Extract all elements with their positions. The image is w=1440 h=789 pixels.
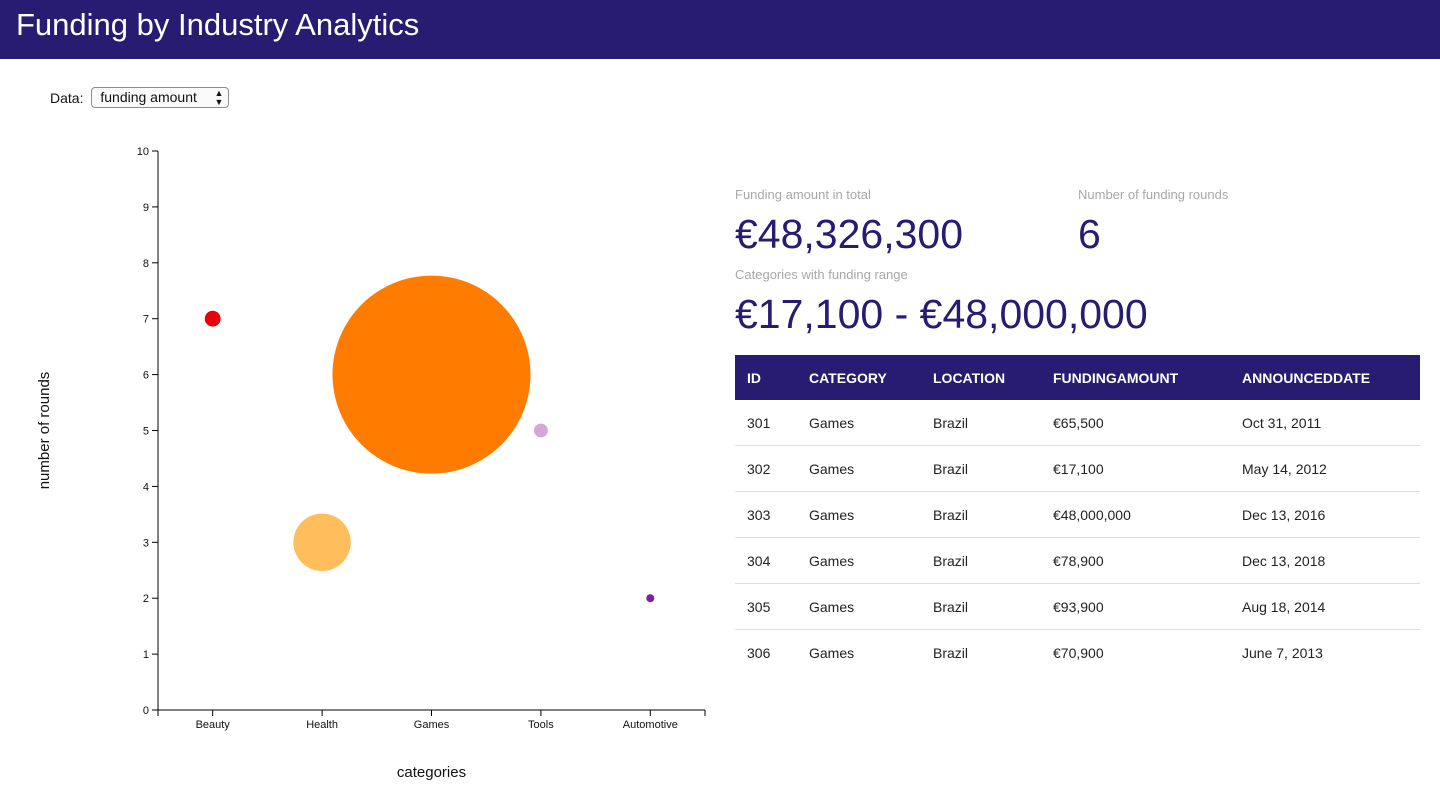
cell-id: 305 [735,583,797,630]
cell-location: Brazil [921,445,1041,492]
data-select-label: Data: [50,89,84,106]
cell-id: 301 [735,400,797,446]
column-header[interactable]: ID [735,355,797,400]
cell-funding-amount: €70,900 [1053,644,1104,661]
cell-id: 306 [747,644,771,661]
y-tick-label: 4 [143,481,149,493]
y-tick-label: 2 [143,593,149,605]
table-row: 304 Games Brazil €78,900 Dec 13, 2018 [735,537,1420,584]
bubble-point [646,594,655,603]
funding-rounds-value: 6 [1078,211,1101,257]
x-tick-label: Games [414,719,450,731]
page-title: Funding by Industry Analytics [16,7,420,42]
cell-announced-date: June 7, 2013 [1242,644,1323,661]
column-header[interactable]: CATEGORY [797,355,921,400]
table-row: 303 Games Brazil €48,000,000 Dec 13, 201… [735,491,1420,538]
bubble-point [293,513,351,572]
table-row: 301 Games Brazil €65,500 Oct 31, 2011 [735,400,1420,446]
cell-announced-date: Oct 31, 2011 [1230,400,1420,446]
bubble-point [533,423,548,438]
y-tick-label: 10 [137,146,149,158]
select-arrows-icon: ▲ ▼ [214,87,224,107]
bubble-point [332,275,531,474]
table-row: 306 Games Brazil €70,900 June 7, 2013 [735,630,1420,676]
cell-category: Games [809,644,855,661]
cell-id: 303 [735,491,797,538]
cell-announced-date: May 14, 2012 [1230,445,1420,492]
cell-id: 304 [735,537,797,584]
y-tick-label: 5 [143,426,149,438]
cell-category: Games [797,400,921,446]
y-tick-label: 0 [143,705,149,717]
cell-location: Brazil [921,491,1041,538]
x-tick-label: Health [306,719,338,731]
cell-location: Brazil [921,583,1041,630]
app-header: Funding by Industry Analytics [0,0,1440,59]
cell-funding-amount: €78,900 [1041,537,1230,584]
data-selector: Data: funding amount ▲ ▼ [50,87,230,108]
y-tick-label: 6 [143,370,149,382]
x-tick-label: Beauty [196,719,231,731]
y-axis-title: number of rounds [36,372,53,490]
cell-location: Brazil [921,400,1041,446]
x-tick-label: Automotive [623,719,678,731]
cell-announced-date: Dec 13, 2016 [1230,491,1420,538]
table-row: 305 Games Brazil €93,900 Aug 18, 2014 [735,583,1420,630]
x-tick-label: Tools [528,719,554,731]
cell-announced-date: Aug 18, 2014 [1230,583,1420,630]
cell-funding-amount: €93,900 [1041,583,1230,630]
data-select-value: funding amount [100,89,197,105]
cell-funding-amount: €65,500 [1041,400,1230,446]
table-row: 302 Games Brazil €17,100 May 14, 2012 [735,445,1420,492]
total-funding-caption: Funding amount in total [735,187,871,202]
y-tick-label: 8 [143,258,149,270]
funding-range-value: €17,100 - €48,000,000 [735,291,1148,337]
cell-category: Games [797,583,921,630]
cell-announced-date: Dec 13, 2018 [1230,537,1420,584]
y-tick-label: 3 [143,537,149,549]
y-tick-label: 1 [143,649,149,661]
y-tick-label: 7 [143,314,149,326]
funding-table: ID CATEGORY LOCATION FUNDINGAMOUNT ANNOU… [735,355,1420,675]
bubble-chart: 0 1 2 3 4 5 6 7 8 9 10 Beauty Health Games Tools Automo… [36,146,706,781]
cell-category: Games [797,445,921,492]
data-select[interactable]: funding amount ▲ ▼ [91,87,230,108]
cell-location: Brazil [921,537,1041,584]
total-funding-value: €48,326,300 [735,211,964,257]
cell-category: Games [797,537,921,584]
column-header[interactable]: FUNDINGAMOUNT [1041,355,1230,400]
cell-category: Games [797,491,921,538]
y-tick-label: 9 [143,202,149,214]
cell-funding-amount: €48,000,000 [1041,491,1230,538]
x-axis-title: categories [397,764,466,781]
cell-id: 302 [735,445,797,492]
bubble-point [204,310,221,327]
cell-funding-amount: €17,100 [1041,445,1230,492]
cell-location: Brazil [933,644,969,661]
column-header[interactable]: ANNOUNCEDDATE [1230,355,1420,400]
table-header-row: ID CATEGORY LOCATION FUNDINGAMOUNT ANNOU… [735,355,1420,400]
funding-rounds-caption: Number of funding rounds [1078,187,1229,202]
funding-range-caption: Categories with funding range [735,267,908,282]
column-header[interactable]: LOCATION [921,355,1041,400]
